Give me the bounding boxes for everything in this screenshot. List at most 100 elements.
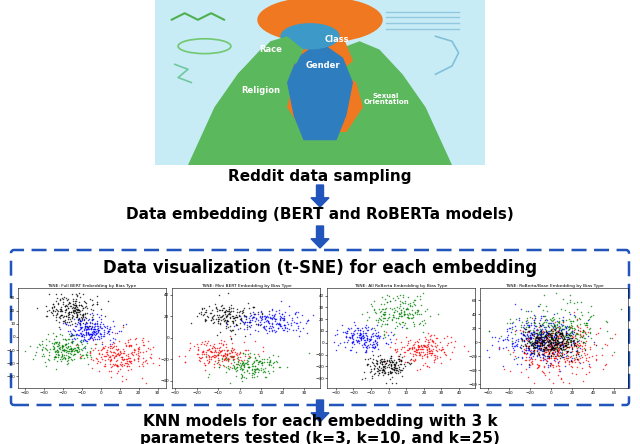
- Point: [206, 316, 216, 323]
- Point: [539, 336, 549, 343]
- Point: [391, 349, 401, 356]
- Point: [189, 342, 200, 349]
- Point: [268, 313, 278, 320]
- Point: [526, 342, 536, 349]
- Point: [387, 358, 397, 365]
- Point: [378, 310, 388, 317]
- Point: [236, 316, 246, 323]
- Point: [255, 318, 266, 325]
- Point: [568, 300, 579, 307]
- Point: [277, 324, 287, 331]
- Point: [523, 319, 533, 326]
- Point: [531, 333, 541, 341]
- Point: [40, 341, 51, 348]
- Point: [292, 325, 303, 332]
- Point: [556, 333, 566, 341]
- Point: [86, 305, 96, 313]
- Point: [58, 342, 68, 349]
- Point: [267, 327, 277, 334]
- Point: [228, 320, 239, 327]
- Point: [441, 351, 451, 358]
- Point: [25, 343, 35, 350]
- Point: [567, 334, 577, 341]
- Point: [75, 350, 85, 357]
- Point: [529, 328, 539, 335]
- Point: [403, 293, 413, 301]
- Point: [111, 362, 122, 369]
- Point: [541, 333, 551, 341]
- Point: [234, 363, 244, 370]
- Point: [393, 369, 403, 376]
- Point: [519, 349, 529, 357]
- Point: [214, 315, 225, 322]
- Point: [553, 332, 563, 339]
- Point: [510, 331, 520, 338]
- Point: [579, 319, 589, 326]
- Point: [529, 336, 540, 343]
- Point: [487, 341, 497, 348]
- Point: [534, 336, 545, 343]
- Point: [552, 327, 562, 334]
- Point: [415, 293, 425, 300]
- Point: [539, 341, 549, 348]
- Point: [42, 307, 52, 314]
- Point: [238, 306, 248, 313]
- Point: [543, 329, 554, 337]
- Point: [552, 333, 563, 340]
- Point: [405, 361, 415, 368]
- Point: [205, 342, 215, 349]
- Point: [549, 344, 559, 351]
- Point: [51, 347, 61, 354]
- Point: [534, 320, 544, 327]
- Point: [551, 331, 561, 338]
- Point: [546, 339, 556, 346]
- Point: [71, 323, 81, 330]
- Point: [413, 343, 423, 350]
- Point: [583, 333, 593, 340]
- Point: [362, 343, 372, 350]
- Point: [223, 358, 233, 365]
- Point: [76, 338, 86, 345]
- Point: [59, 352, 69, 359]
- Point: [69, 315, 79, 322]
- Point: [577, 354, 587, 361]
- Point: [550, 331, 561, 338]
- Point: [216, 302, 226, 309]
- Point: [77, 312, 88, 319]
- Point: [266, 321, 276, 328]
- Point: [58, 313, 68, 320]
- Point: [79, 297, 90, 304]
- Point: [396, 358, 406, 365]
- Point: [575, 341, 585, 349]
- Point: [228, 326, 238, 333]
- Point: [74, 315, 84, 322]
- Point: [425, 313, 435, 320]
- Point: [277, 315, 287, 322]
- Point: [245, 350, 255, 357]
- Point: [559, 358, 570, 365]
- Point: [366, 368, 376, 375]
- Point: [229, 364, 239, 371]
- Point: [563, 333, 573, 341]
- Point: [83, 325, 93, 332]
- Point: [546, 334, 556, 341]
- Point: [553, 327, 563, 334]
- Point: [173, 353, 184, 360]
- Point: [523, 346, 533, 353]
- Point: [72, 349, 82, 356]
- Point: [372, 357, 382, 365]
- Point: [210, 300, 220, 307]
- Point: [532, 350, 543, 357]
- Point: [409, 347, 419, 354]
- Point: [534, 331, 545, 338]
- Point: [64, 318, 74, 325]
- Point: [399, 349, 410, 356]
- Point: [527, 348, 538, 355]
- Point: [241, 360, 252, 367]
- Point: [389, 340, 399, 347]
- Point: [525, 362, 535, 369]
- Point: [530, 335, 540, 342]
- Point: [418, 289, 428, 296]
- Point: [434, 345, 444, 353]
- Point: [349, 330, 360, 337]
